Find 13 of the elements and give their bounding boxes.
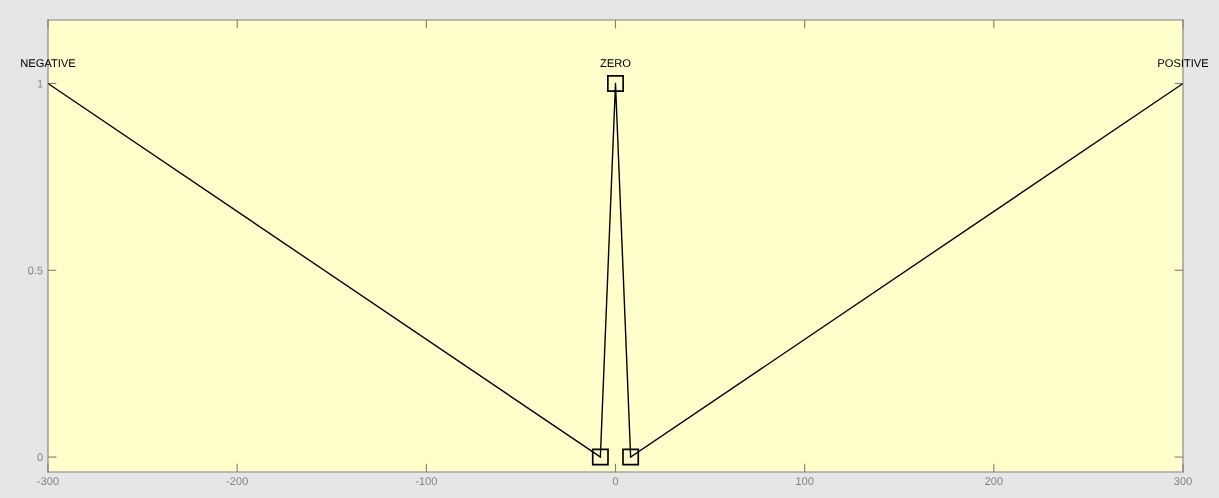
- x-tick-label: 200: [985, 477, 1003, 486]
- x-tick-label: -200: [226, 477, 248, 486]
- y-tick-label: 0: [37, 453, 43, 462]
- series-label: POSITIVE: [1158, 59, 1209, 68]
- x-tick-label: 300: [1174, 477, 1192, 486]
- series-label: NEGATIVE: [21, 59, 76, 68]
- x-tick-label: -100: [415, 477, 438, 486]
- series-label: ZERO: [600, 59, 631, 68]
- y-tick-label: 0.5: [28, 266, 43, 275]
- x-tick-label: 100: [796, 477, 814, 486]
- x-tick-label: 0: [612, 477, 619, 486]
- y-tick-label: 1: [37, 79, 43, 88]
- x-tick-label: -300: [37, 477, 59, 486]
